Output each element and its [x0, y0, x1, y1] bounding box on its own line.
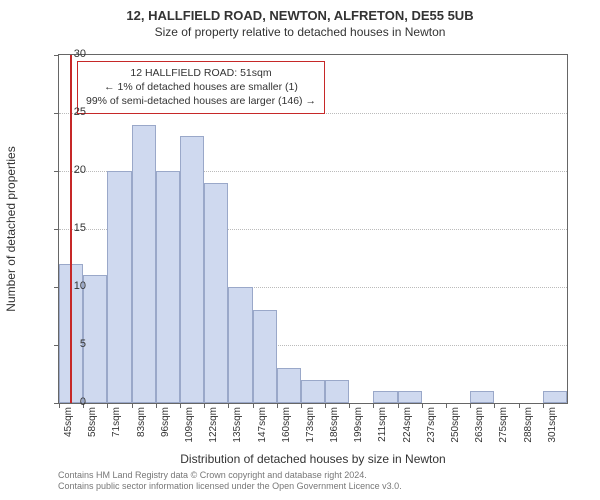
title-line1: 12, HALLFIELD ROAD, NEWTON, ALFRETON, DE… — [0, 8, 600, 23]
xtick-label: 109sqm — [184, 407, 195, 443]
histogram-bar — [277, 368, 301, 403]
histogram-bar — [132, 125, 156, 403]
xtick-label: 211sqm — [377, 407, 388, 442]
xtick-label: 96sqm — [160, 407, 171, 437]
xtick-mark — [543, 403, 544, 408]
xtick-label: 147sqm — [257, 407, 268, 443]
xtick-label: 250sqm — [450, 407, 461, 443]
ytick-label: 20 — [56, 164, 86, 176]
histogram-bar — [543, 391, 567, 403]
x-axis-label: Distribution of detached houses by size … — [58, 452, 568, 466]
title-line2: Size of property relative to detached ho… — [0, 25, 600, 39]
annot-line2: ← 1% of detached houses are smaller (1) — [86, 80, 316, 94]
histogram-bar — [398, 391, 422, 403]
xtick-mark — [494, 403, 495, 408]
xtick-label: 275sqm — [498, 407, 509, 443]
histogram-bar — [253, 310, 277, 403]
histogram-bar — [470, 391, 494, 403]
ytick-label: 30 — [56, 48, 86, 60]
xtick-label: 58sqm — [87, 407, 98, 437]
annotation-box: 12 HALLFIELD ROAD: 51sqm ← 1% of detache… — [77, 61, 325, 114]
ytick-label: 25 — [56, 106, 86, 118]
xtick-mark — [107, 403, 108, 408]
xtick-mark — [132, 403, 133, 408]
xtick-label: 199sqm — [353, 407, 364, 443]
credits-line2: Contains public sector information licen… — [58, 481, 568, 492]
xtick-mark — [470, 403, 471, 408]
xtick-label: 83sqm — [136, 407, 147, 437]
xtick-mark — [204, 403, 205, 408]
xtick-label: 263sqm — [474, 407, 485, 443]
xtick-mark — [180, 403, 181, 408]
credits-line1: Contains HM Land Registry data © Crown c… — [58, 470, 568, 481]
xtick-label: 237sqm — [426, 407, 437, 443]
xtick-mark — [422, 403, 423, 408]
xtick-mark — [253, 403, 254, 408]
xtick-mark — [301, 403, 302, 408]
xtick-mark — [398, 403, 399, 408]
xtick-label: 160sqm — [281, 407, 292, 443]
xtick-mark — [349, 403, 350, 408]
title-block: 12, HALLFIELD ROAD, NEWTON, ALFRETON, DE… — [0, 0, 600, 39]
xtick-mark — [519, 403, 520, 408]
histogram-bar — [301, 380, 325, 403]
ytick-label: 15 — [56, 222, 86, 234]
xtick-mark — [325, 403, 326, 408]
xtick-mark — [277, 403, 278, 408]
xtick-mark — [446, 403, 447, 408]
ytick-label: 0 — [56, 396, 86, 408]
xtick-mark — [156, 403, 157, 408]
histogram-bar — [83, 275, 107, 403]
xtick-label: 173sqm — [305, 407, 316, 443]
ytick-label: 5 — [56, 338, 86, 350]
histogram-bar — [156, 171, 180, 403]
chart-container: 12, HALLFIELD ROAD, NEWTON, ALFRETON, DE… — [0, 0, 600, 500]
xtick-mark — [373, 403, 374, 408]
xtick-label: 45sqm — [63, 407, 74, 437]
credits-block: Contains HM Land Registry data © Crown c… — [58, 470, 568, 493]
histogram-bar — [180, 136, 204, 403]
xtick-label: 186sqm — [329, 407, 340, 443]
xtick-label: 71sqm — [111, 407, 122, 437]
histogram-bar — [204, 183, 228, 403]
xtick-label: 301sqm — [547, 407, 558, 443]
ytick-label: 10 — [56, 280, 86, 292]
y-axis-label: Number of detached properties — [4, 54, 24, 404]
xtick-label: 224sqm — [402, 407, 413, 443]
histogram-bar — [107, 171, 131, 403]
annot-line1: 12 HALLFIELD ROAD: 51sqm — [86, 66, 316, 80]
histogram-bar — [373, 391, 397, 403]
xtick-label: 288sqm — [523, 407, 534, 443]
annot-line3: 99% of semi-detached houses are larger (… — [86, 94, 316, 108]
xtick-mark — [228, 403, 229, 408]
histogram-bar — [325, 380, 349, 403]
xtick-label: 135sqm — [232, 407, 243, 443]
histogram-bar — [228, 287, 252, 403]
xtick-label: 122sqm — [208, 407, 219, 443]
plot-area: 45sqm58sqm71sqm83sqm96sqm109sqm122sqm135… — [58, 54, 568, 404]
